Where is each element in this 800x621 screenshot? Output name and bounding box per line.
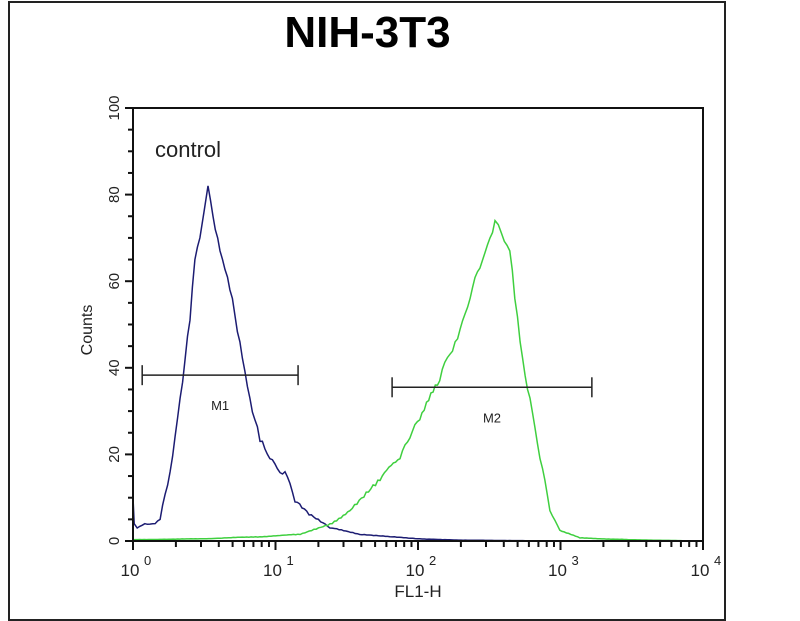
y-tick-label: 0 — [106, 537, 123, 545]
gate-label: M2 — [483, 410, 501, 425]
x-tick-base: 10 — [121, 561, 140, 580]
y-tick-label: 100 — [106, 95, 123, 120]
x-tick-label: 10 1 — [263, 553, 294, 580]
y-tick-label: 20 — [106, 446, 123, 463]
x-tick-exponent: 3 — [572, 553, 579, 568]
chart-title: NIH-3T3 — [284, 8, 451, 57]
control-annotation: control — [155, 137, 221, 162]
x-tick-exponent: 1 — [287, 553, 294, 568]
x-tick-label: 10 2 — [406, 553, 437, 580]
x-axis-label: FL1-H — [394, 582, 441, 600]
gate-marker-m2: M2 — [391, 377, 593, 425]
y-tick-label: 40 — [106, 359, 123, 376]
x-tick-label: 10 0 — [121, 553, 152, 580]
x-tick-base: 10 — [263, 561, 282, 580]
y-tick-label: 80 — [106, 186, 123, 203]
x-tick-base: 10 — [691, 561, 710, 580]
series-line-2 — [132, 218, 701, 542]
gate-marker-m1: M1 — [141, 365, 299, 413]
x-tick-label: 10 4 — [691, 553, 722, 580]
y-tick-label: 60 — [106, 273, 123, 290]
plot-area — [132, 107, 704, 542]
y-axis-label: Counts — [79, 305, 96, 356]
series-line-1 — [132, 185, 703, 542]
gate-label: M1 — [211, 398, 229, 413]
x-tick-exponent: 4 — [714, 553, 721, 568]
x-tick-exponent: 0 — [144, 553, 151, 568]
x-tick-base: 10 — [548, 561, 567, 580]
x-tick-base: 10 — [406, 561, 425, 580]
x-tick-exponent: 2 — [429, 553, 436, 568]
x-tick-label: 10 3 — [548, 553, 579, 580]
